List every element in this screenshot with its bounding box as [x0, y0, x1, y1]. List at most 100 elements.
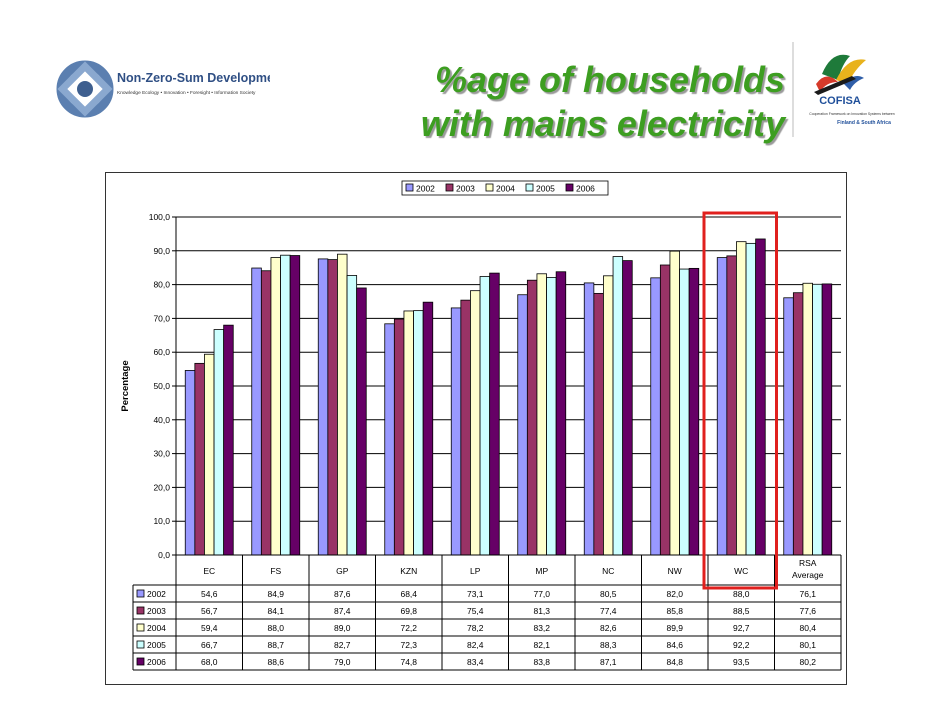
table-cell: 68,0 [201, 657, 218, 667]
table-cell: 81,3 [533, 606, 550, 616]
bar-2004-mp [536, 273, 547, 556]
category-label: KZN [400, 566, 417, 576]
row-label: 2004 [147, 623, 166, 633]
bar-2002-rsa-average [783, 297, 794, 556]
category-label: GP [336, 566, 349, 576]
bar-2005-wc [745, 242, 757, 556]
y-tick-label: 50,0 [153, 381, 170, 391]
legend-label: 2006 [576, 184, 595, 194]
table-cell: 69,8 [400, 606, 417, 616]
table-cell: 88,5 [733, 606, 750, 616]
legend-label: 2002 [416, 184, 435, 194]
category-label: WC [734, 566, 748, 576]
bar-2002-gp [317, 258, 329, 556]
y-tick-label: 30,0 [153, 449, 170, 459]
table-cell: 88,3 [600, 640, 617, 650]
row-swatch [136, 640, 145, 649]
bar-2003-nw [659, 264, 671, 556]
bar-2003-lp [460, 299, 471, 556]
table-cell: 88,0 [267, 623, 284, 633]
table-cell: 76,1 [799, 589, 816, 599]
y-tick-label: 100,0 [149, 212, 171, 222]
row-label: 2002 [147, 589, 166, 599]
y-axis-label: Percentage [120, 360, 131, 411]
bar-2003-fs [260, 270, 272, 556]
table-cell: 83,2 [533, 623, 550, 633]
bar-2004-nw [669, 250, 680, 556]
bar-2006-wc [755, 238, 766, 556]
category-label: FS [270, 566, 281, 576]
bar-2002-kzn [384, 323, 395, 556]
table-cell: 87,6 [334, 589, 351, 599]
wc-highlight-box [702, 211, 778, 590]
table-cell: 84,1 [267, 606, 284, 616]
table-cell: 89,0 [334, 623, 351, 633]
table-cell: 92,2 [733, 640, 750, 650]
table-cell: 93,5 [733, 657, 750, 667]
bar-2005-ec [213, 329, 225, 556]
bar-2006-nc [622, 260, 633, 556]
bar-2002-mp [517, 294, 528, 556]
table-cell: 72,2 [400, 623, 417, 633]
bar-2004-rsa-average [802, 282, 813, 556]
bar-2005-rsa-average [812, 283, 823, 556]
bar-2006-mp [555, 271, 567, 556]
bar-2005-mp [546, 277, 557, 556]
title-line-1: %age of households [434, 59, 785, 100]
bar-2003-nc [593, 292, 604, 556]
bar-2003-kzn [393, 318, 405, 556]
legend-swatch [405, 183, 414, 192]
bar-2006-kzn [422, 301, 434, 556]
legend-swatch [565, 183, 574, 192]
bar-2005-lp [479, 276, 491, 556]
table-cell: 74,8 [400, 657, 417, 667]
table-cell: 84,8 [666, 657, 683, 667]
legend-label: 2004 [496, 184, 515, 194]
y-tick-label: 80,0 [153, 280, 170, 290]
table-cell: 82,6 [600, 623, 617, 633]
table-cell: 56,7 [201, 606, 218, 616]
bar-2005-fs [280, 254, 291, 556]
bar-2006-lp [489, 272, 500, 556]
bar-2004-lp [470, 290, 481, 556]
row-label: 2003 [147, 606, 166, 616]
table-cell: 73,1 [467, 589, 484, 599]
row-swatch [136, 657, 145, 666]
cofisa-logo: COFISA Cooperation Framework on Innovati… [792, 42, 914, 137]
table-cell: 54,6 [201, 589, 218, 599]
bars [184, 238, 833, 556]
table-cell: 87,1 [600, 657, 617, 667]
table-cell: 83,8 [533, 657, 550, 667]
row-label: 2006 [147, 657, 166, 667]
row-swatch [136, 623, 145, 632]
category-label: RSA [799, 558, 817, 568]
y-tick-label: 0,0 [158, 550, 170, 560]
legend-swatch [525, 183, 534, 192]
row-label: 2005 [147, 640, 166, 650]
bar-2003-gp [327, 259, 338, 556]
bar-2003-ec [194, 362, 205, 556]
table-cell: 80,1 [799, 640, 816, 650]
table-cell: 92,7 [733, 623, 750, 633]
bar-2004-fs [270, 257, 281, 556]
data-table: EC FS GP KZN LP MP NC NW WC RSA Average 2002 54,6 84,… [132, 554, 842, 671]
logo-name: Non-Zero-Sum Development [117, 71, 270, 85]
bar-2006-ec [223, 324, 234, 556]
cofisa-tagline: Cooperation Framework on Innovation Syst… [809, 112, 894, 116]
bar-2005-gp [346, 275, 358, 556]
table-cell: 88,7 [267, 640, 284, 650]
bar-2003-mp [526, 279, 538, 556]
y-tick-label: 20,0 [153, 482, 170, 492]
bar-2004-kzn [403, 310, 414, 556]
y-tick-label: 10,0 [153, 516, 170, 526]
category-label: Average [792, 570, 824, 580]
y-tick-label: 40,0 [153, 415, 170, 425]
table-cell: 79,0 [334, 657, 351, 667]
bar-2002-wc [716, 257, 728, 556]
table-cell: 82,7 [334, 640, 351, 650]
table-cell: 82,0 [666, 589, 683, 599]
category-label: LP [470, 566, 481, 576]
logo-tagline: Knowledge Ecology • Innovation • Foresig… [117, 90, 256, 96]
cofisa-region: Finland & South Africa [837, 120, 891, 126]
table-cell: 82,4 [467, 640, 484, 650]
